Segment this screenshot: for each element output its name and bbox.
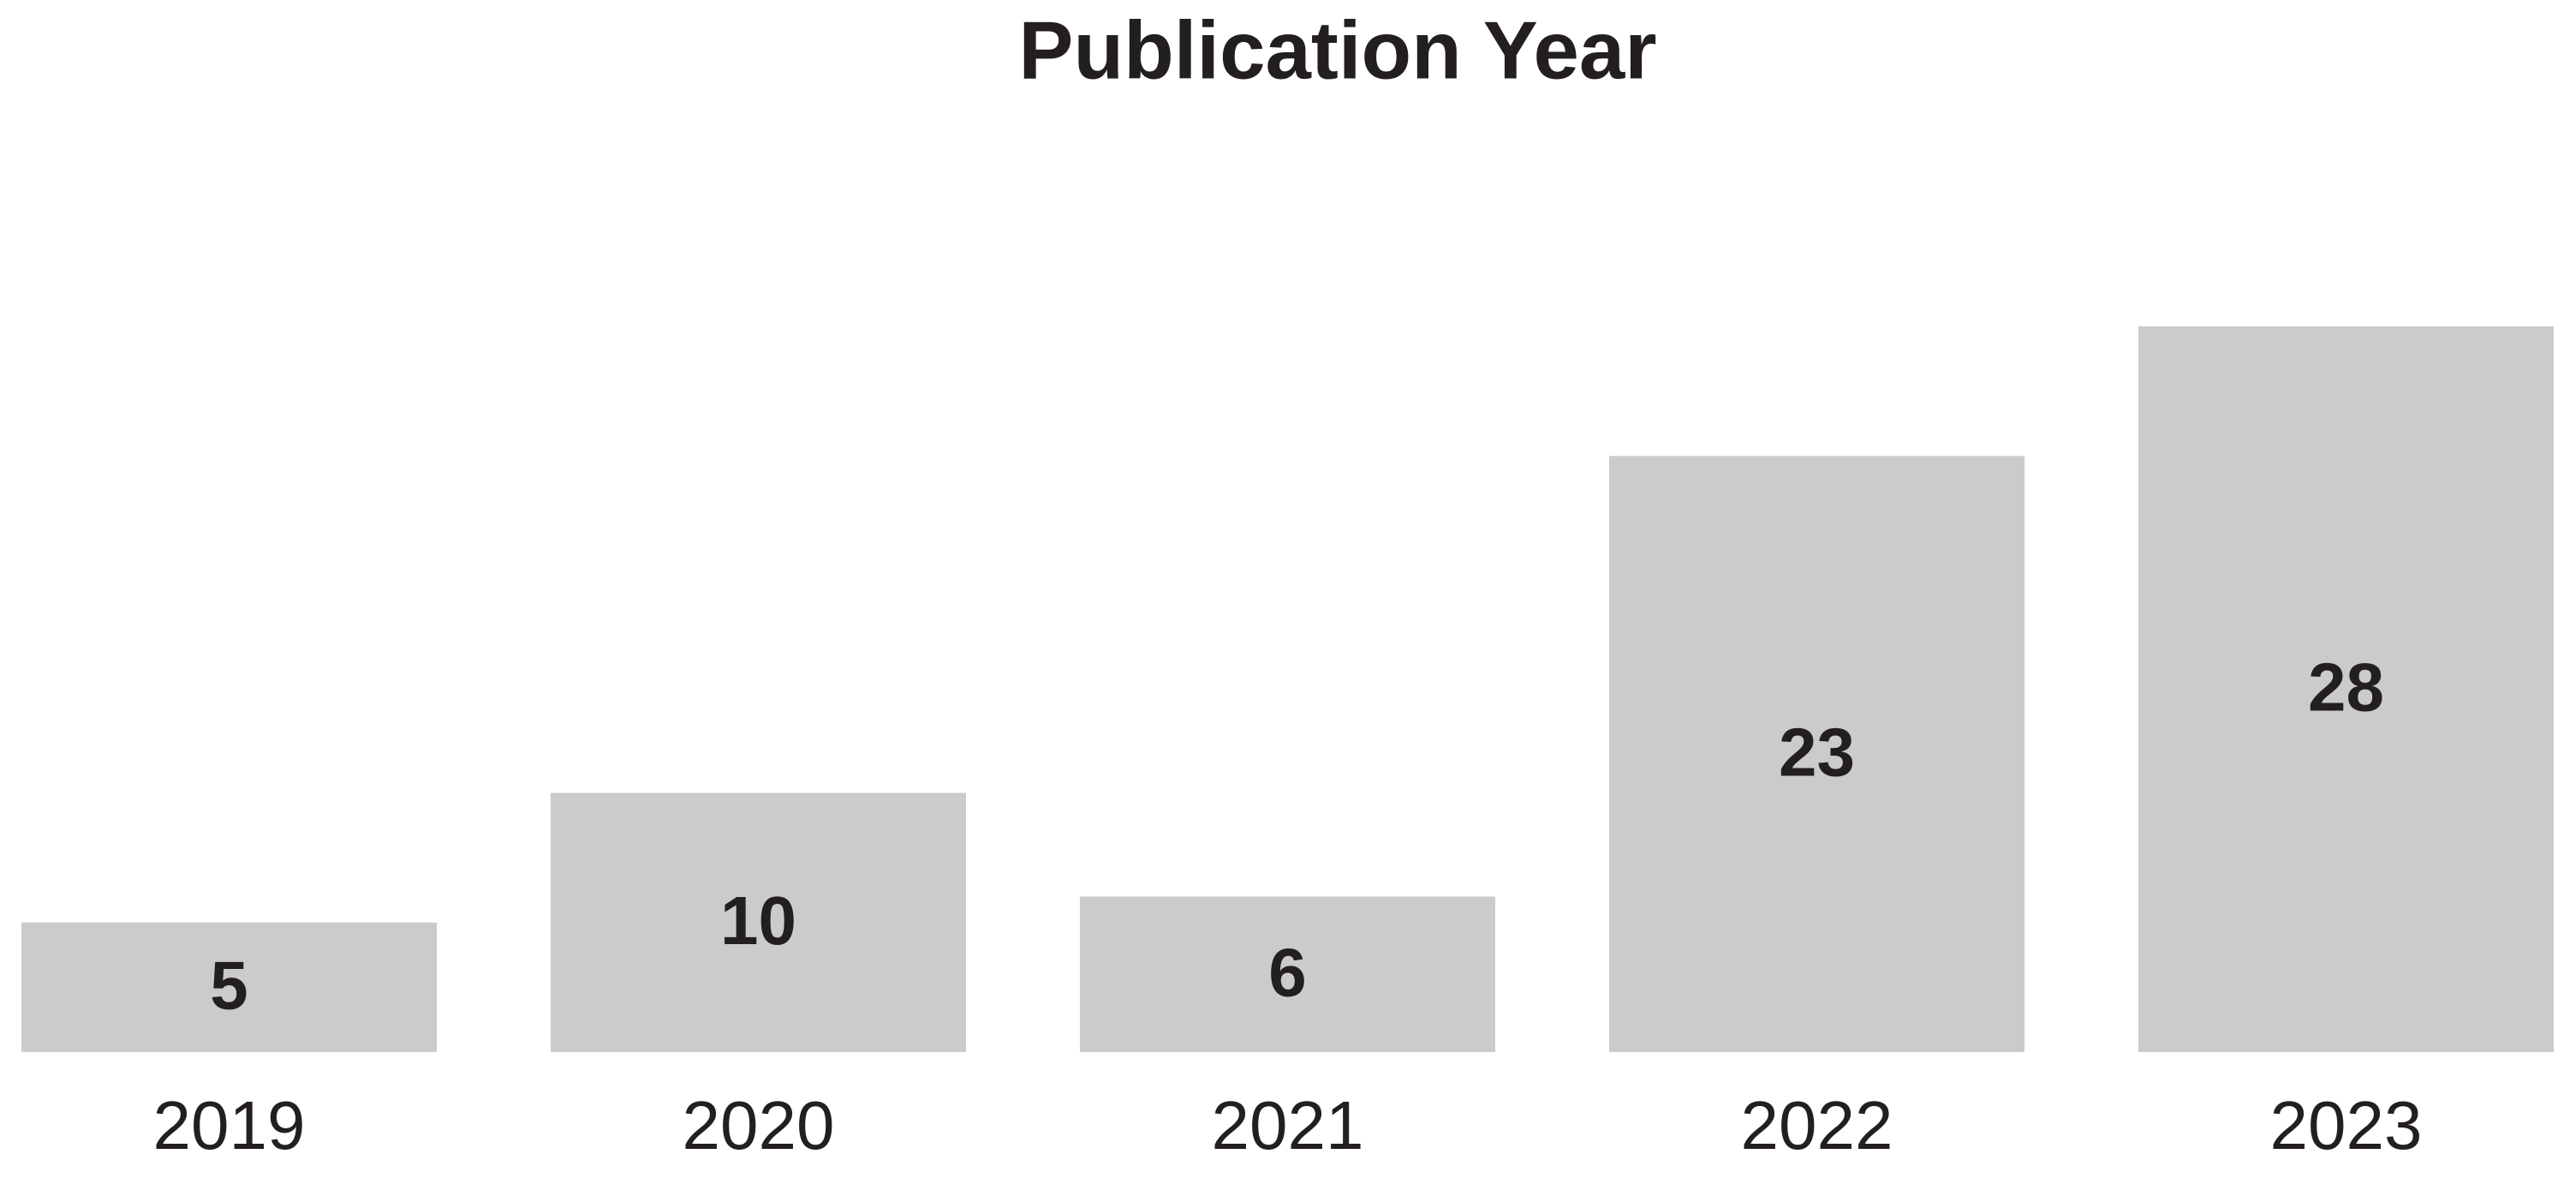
value-label: 23: [1779, 714, 1855, 790]
x-tick-label: 2019: [153, 1087, 306, 1163]
value-label: 10: [720, 882, 796, 959]
bar: [551, 792, 966, 1052]
bar: [1080, 896, 1495, 1052]
value-label: 6: [1268, 934, 1307, 1010]
bar: [1609, 456, 2024, 1052]
x-tick-label: 2021: [1212, 1087, 1364, 1163]
x-tick-label: 2023: [2270, 1087, 2423, 1163]
value-label: 5: [210, 948, 248, 1024]
x-tick-label: 2020: [683, 1087, 835, 1163]
bar: [21, 922, 437, 1052]
value-label: 28: [2308, 649, 2384, 726]
bar: [2138, 326, 2554, 1052]
x-tick-label: 2022: [1741, 1087, 1893, 1163]
chart-title: Publication Year: [1018, 4, 1656, 96]
